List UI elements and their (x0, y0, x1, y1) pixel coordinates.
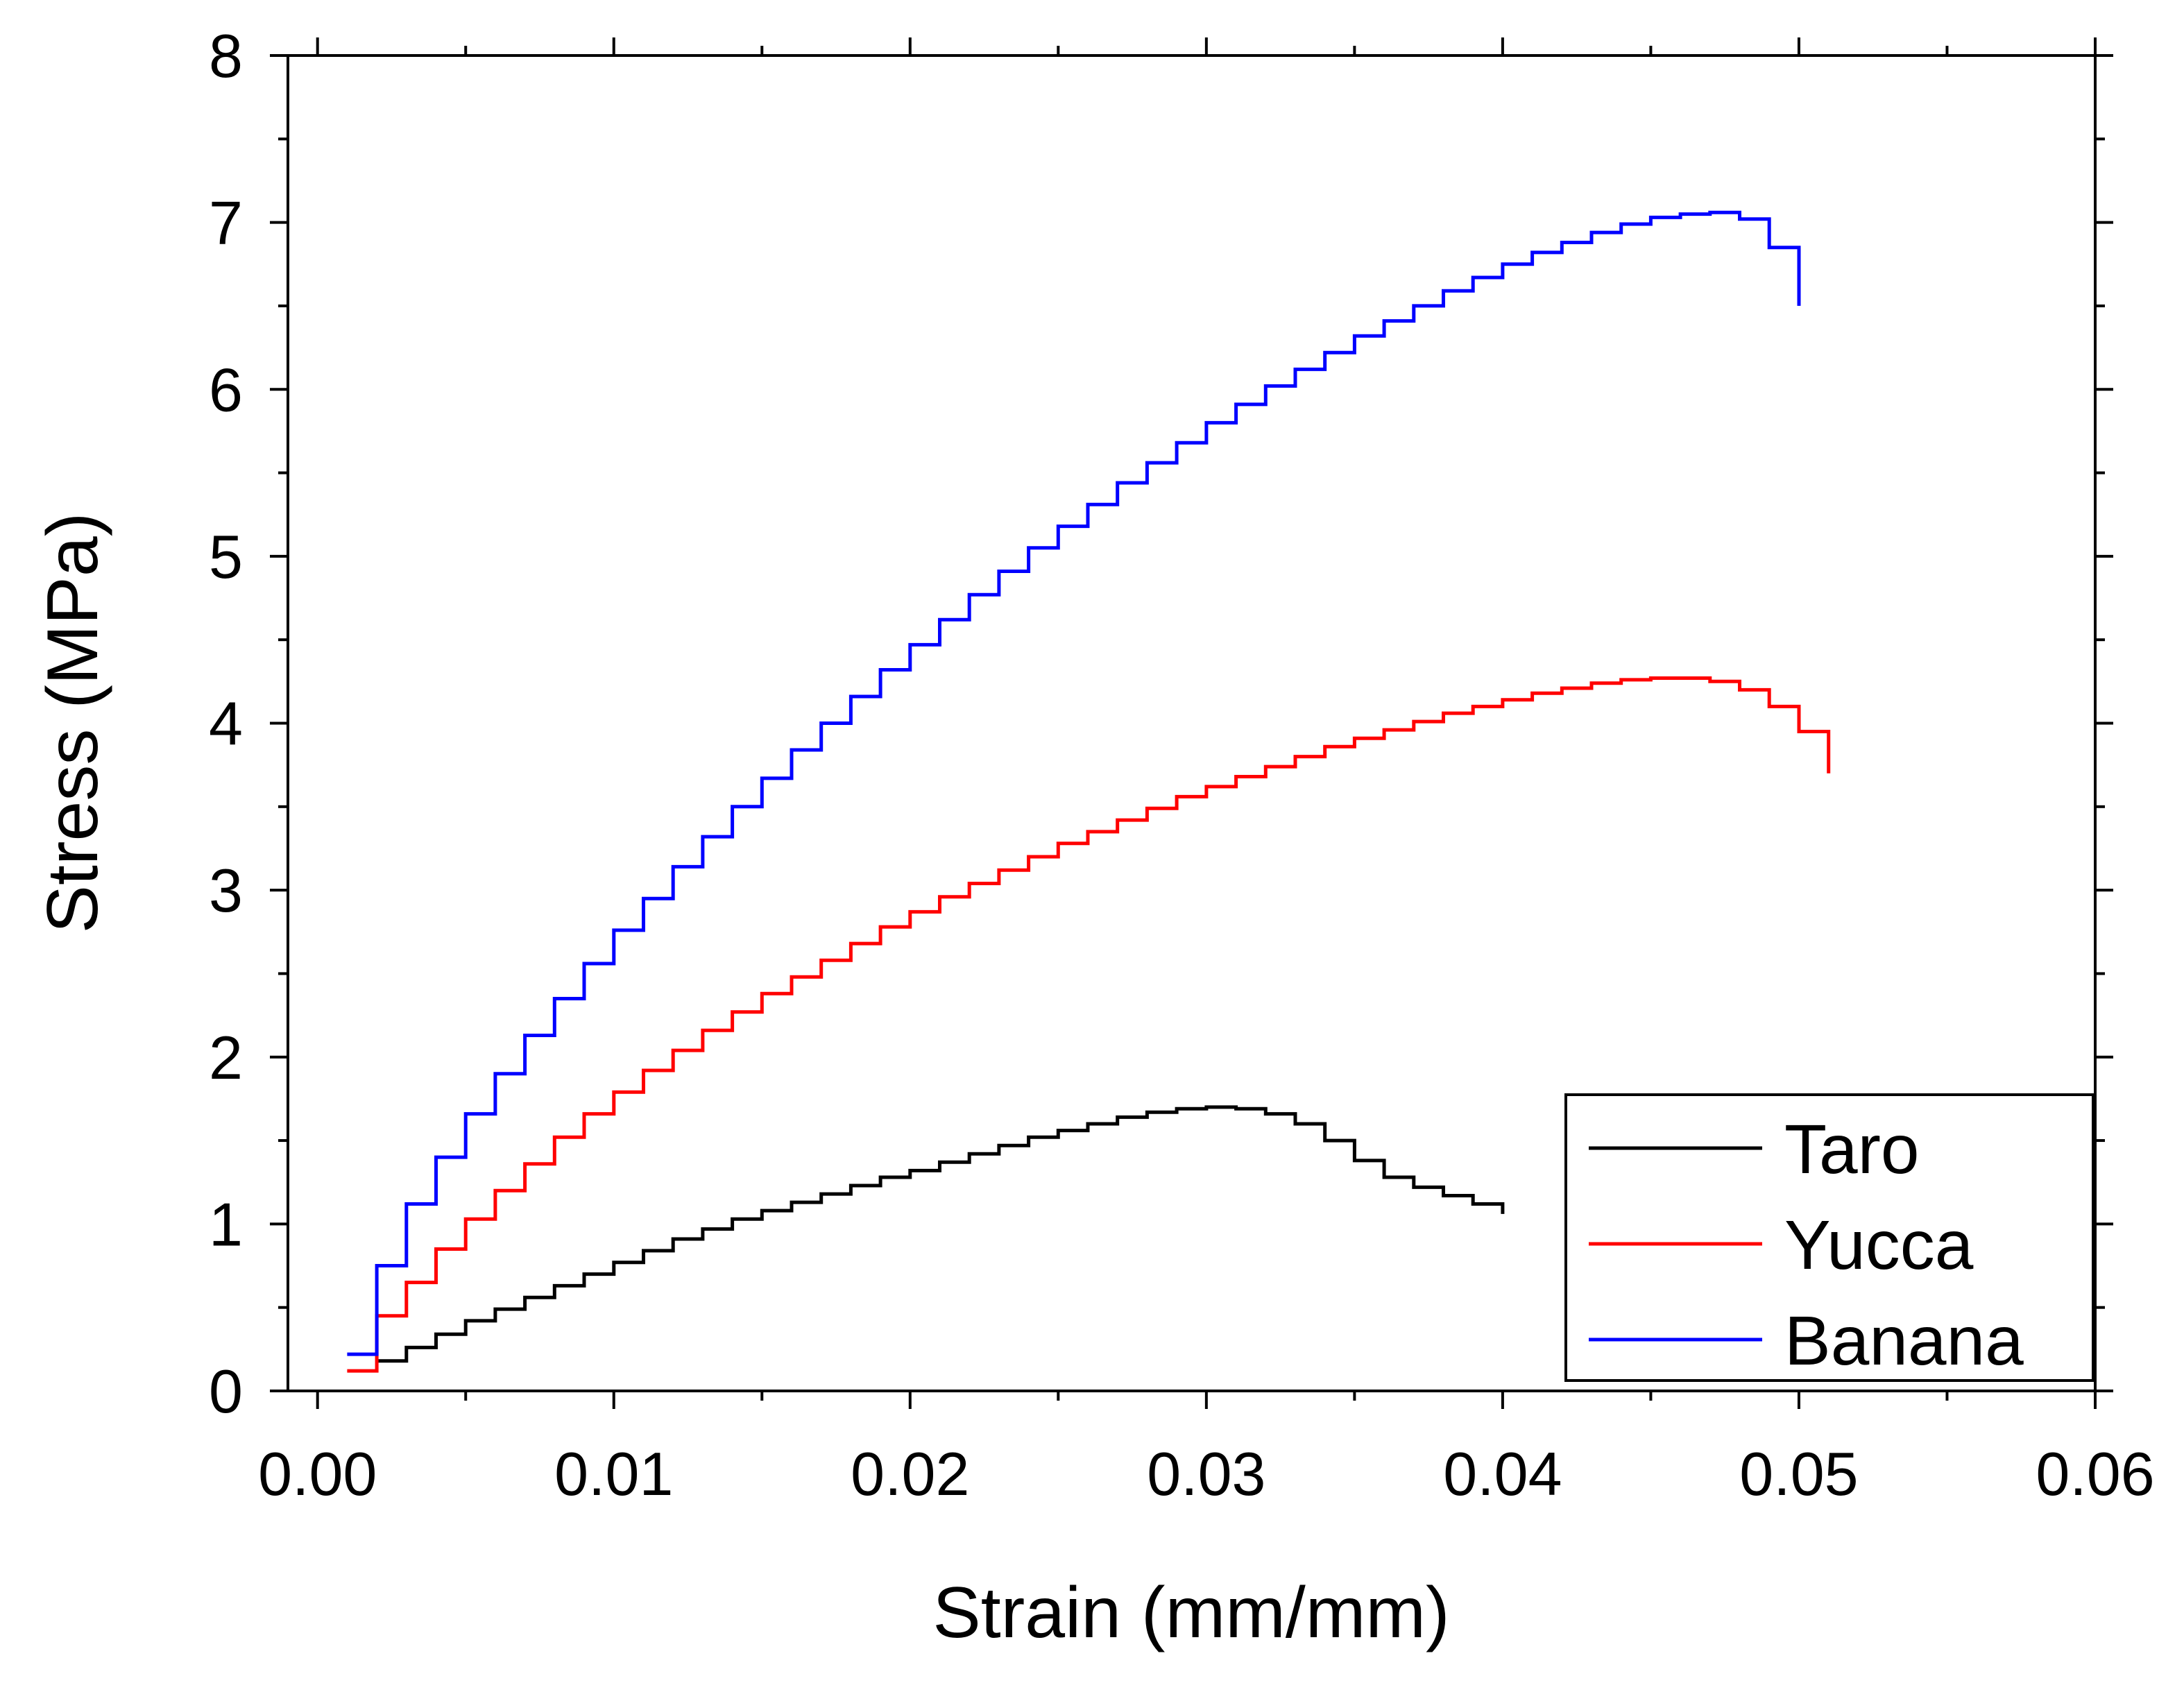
x-tick-label: 0.06 (2036, 1439, 2154, 1508)
ticks-layer: 0.00 0.01 0.02 0.03 0.04 0.05 0.06 0 1 2 3 4 5 6 7 8 (209, 22, 2155, 1508)
x-tick-label: 0.00 (258, 1439, 377, 1508)
x-tick-label: 0.02 (851, 1439, 969, 1508)
series-line-banana (347, 210, 1801, 1356)
x-tick-label: 0.03 (1147, 1439, 1265, 1508)
series-line-yucca (347, 676, 1831, 1373)
y-tick-label: 4 (209, 690, 243, 758)
y-tick-label: 8 (209, 22, 243, 90)
legend-box (1564, 1093, 2095, 1382)
x-tick-label: 0.05 (1739, 1439, 1858, 1508)
legend: Taro Yucca Banana (1564, 1093, 2095, 1382)
y-tick-label: 7 (209, 189, 243, 257)
y-tick-label: 3 (209, 856, 243, 925)
y-tick-label: 0 (209, 1357, 243, 1426)
series-layer (347, 210, 1831, 1373)
x-tick-label: 0.04 (1443, 1439, 1562, 1508)
series-line-taro (377, 1105, 1505, 1363)
legend-label-banana: Banana (1784, 1302, 2024, 1380)
y-tick-label: 5 (209, 522, 243, 591)
y-tick-label: 6 (209, 355, 243, 424)
x-tick-label: 0.01 (554, 1439, 673, 1508)
y-tick-label: 1 (209, 1190, 243, 1258)
legend-label-yucca: Yucca (1784, 1206, 1974, 1284)
y-axis-title: Stress (MPa) (33, 513, 113, 934)
y-tick-label: 2 (209, 1023, 243, 1092)
x-axis-title: Strain (mm/mm) (932, 1573, 1449, 1653)
legend-label-taro: Taro (1784, 1111, 1920, 1188)
